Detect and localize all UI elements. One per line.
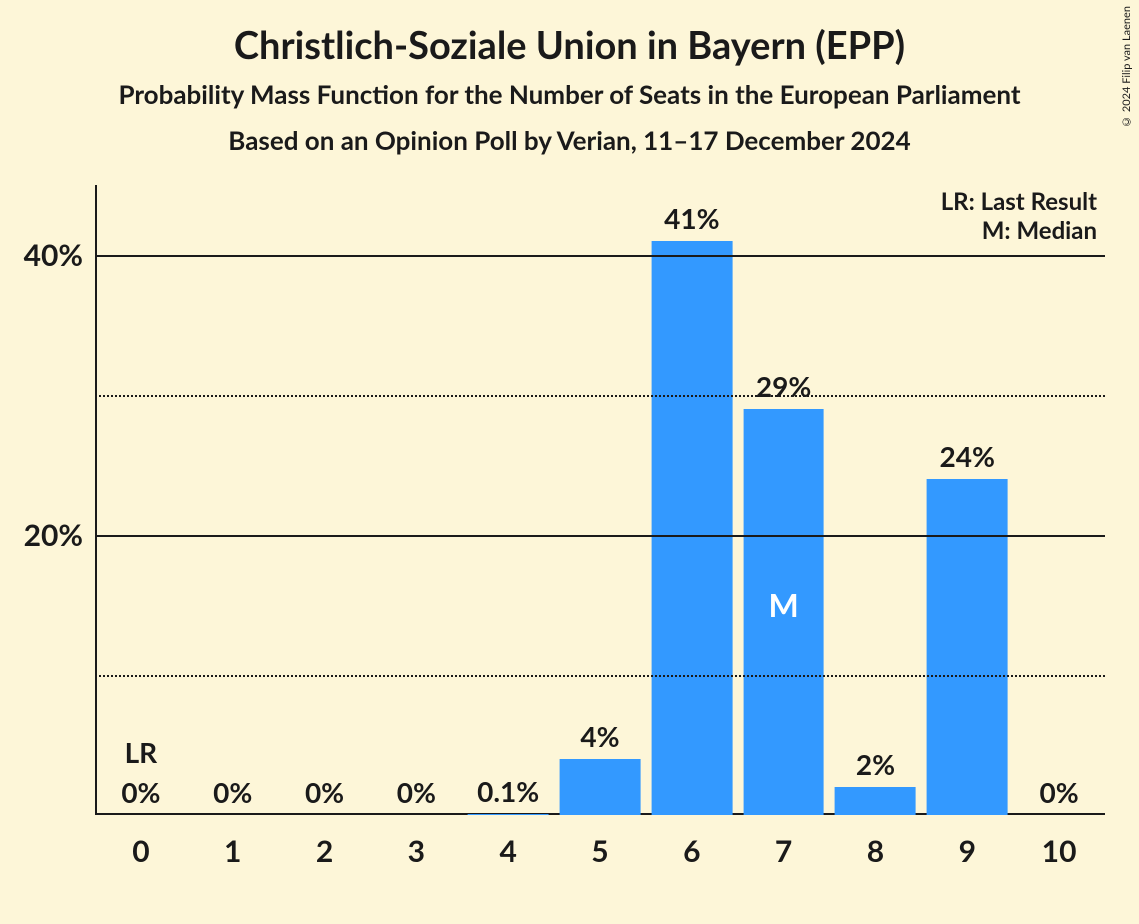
bar-value-label: 0% — [397, 775, 436, 809]
chart-subtitle-2: Based on an Opinion Poll by Verian, 11–1… — [0, 124, 1139, 156]
grid-line-minor — [95, 675, 1105, 677]
x-axis-tick-label: 2 — [316, 833, 333, 869]
bar-slot: 29% M — [738, 185, 830, 815]
chart-title: Christlich-Soziale Union in Bayern (EPP) — [0, 22, 1139, 68]
median-marker: M — [769, 585, 799, 624]
bar — [927, 479, 1008, 815]
x-axis-tick-label: 1 — [224, 833, 241, 869]
x-axis-tick-label: 3 — [408, 833, 425, 869]
bar-value-label: 0% — [121, 775, 160, 809]
bar-value-label: 4% — [580, 719, 619, 753]
bar-slot: 0% — [279, 185, 371, 815]
bar-value-label: 29% — [756, 369, 811, 403]
chart-root: Christlich-Soziale Union in Bayern (EPP)… — [0, 0, 1139, 924]
bar-value-label: 0% — [1039, 775, 1078, 809]
chart-subtitle-1: Probability Mass Function for the Number… — [0, 78, 1139, 110]
grid-line — [95, 255, 1105, 257]
copyright: © 2024 Filip van Laenen — [1120, 6, 1133, 128]
bar-slot: 2% — [830, 185, 922, 815]
last-result-marker: LR — [125, 735, 158, 769]
x-axis-tick-label: 8 — [867, 833, 884, 869]
bar — [468, 814, 549, 815]
x-axis-tick-label: 9 — [959, 833, 976, 869]
plot-area: 0%LR0%0%0%0.1%4%41%29%M2%24%0% 20%40% — [95, 185, 1105, 815]
x-axis-tick-label: 0 — [132, 833, 149, 869]
bar-value-label: 0% — [305, 775, 344, 809]
grid-line — [95, 535, 1105, 537]
bar-value-label: 41% — [664, 201, 719, 235]
bars-container: 0% LR 0% 0% 0% 0.1% 4% 41% 29% M 2% 24% 0% — [95, 185, 1105, 815]
bar-slot: 0.1% — [462, 185, 554, 815]
bar-value-label: 0% — [213, 775, 252, 809]
x-axis-tick-label: 10 — [1042, 833, 1077, 869]
bar — [651, 241, 732, 815]
bar — [560, 759, 641, 815]
legend-line: LR: Last Result — [941, 187, 1097, 216]
x-axis-tick-label: 4 — [499, 833, 516, 869]
x-axis-tick-label: 6 — [683, 833, 700, 869]
x-axis-tick-label: 5 — [591, 833, 608, 869]
legend: LR: Last ResultM: Median — [941, 187, 1097, 245]
y-axis-tick-label: 20% — [24, 517, 95, 553]
bar-slot: 4% — [554, 185, 646, 815]
bar-value-label: 24% — [940, 439, 995, 473]
bar-slot: 0% — [1013, 185, 1105, 815]
bar-value-label: 2% — [856, 747, 895, 781]
bar-slot: 0% — [187, 185, 279, 815]
legend-line: M: Median — [941, 216, 1097, 245]
y-axis-tick-label: 40% — [24, 237, 95, 273]
bar-slot: 0% — [370, 185, 462, 815]
bar-slot: 24% — [921, 185, 1013, 815]
grid-line-minor — [95, 395, 1105, 397]
bar-slot: 41% — [646, 185, 738, 815]
bar-slot: 0% LR — [95, 185, 187, 815]
x-axis-tick-label: 7 — [775, 833, 792, 869]
bar — [835, 787, 916, 815]
bar-value-label: 0.1% — [477, 774, 539, 808]
